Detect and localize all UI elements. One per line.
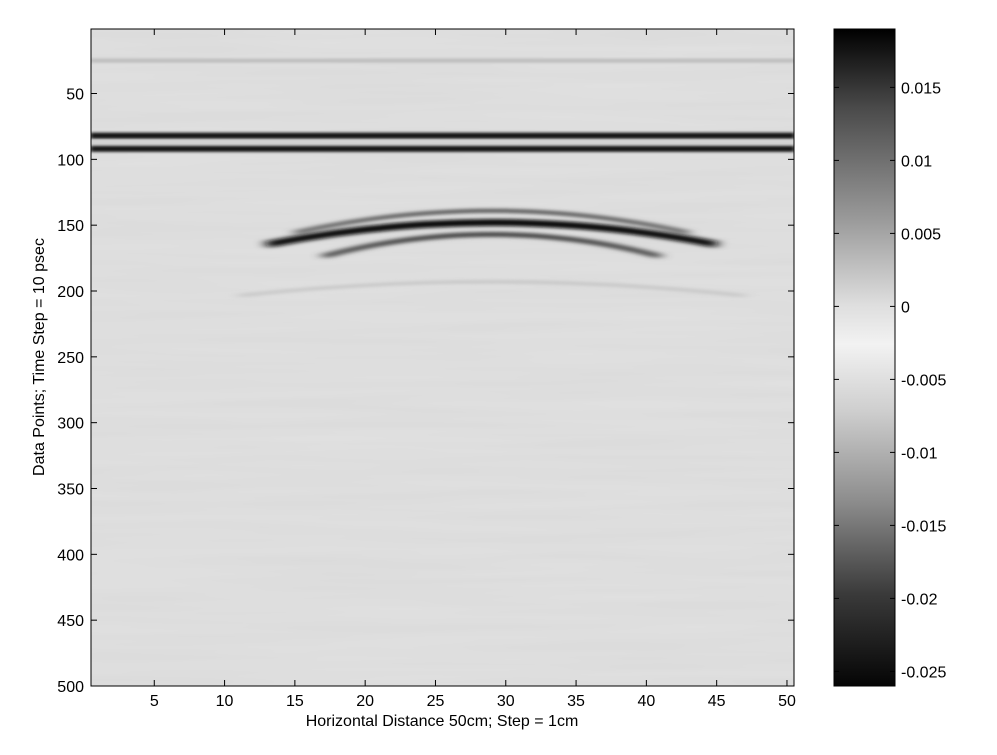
colorbar-tick-label-5: -0.01 <box>901 445 938 462</box>
x-axis-ticks: 5 10 15 20 25 30 35 40 45 50 <box>150 29 796 710</box>
y-axis-ticks: 50 100 150 200 250 300 350 400 450 500 <box>57 87 794 696</box>
colorbar-tick-label-6: -0.015 <box>901 518 946 535</box>
y-tick-label-350: 350 <box>57 482 84 499</box>
x-axis-label: Horizontal Distance 50cm; Step = 1cm <box>306 713 579 730</box>
y-axis-label: Data Points; Time Step = 10 psec <box>31 238 48 476</box>
heatmap-feature-1 <box>91 140 794 144</box>
x-tick-label-40: 40 <box>637 693 655 710</box>
x-tick-label-50: 50 <box>778 693 796 710</box>
y-tick-label-50: 50 <box>66 87 84 104</box>
x-tick-label-15: 15 <box>286 693 304 710</box>
x-tick-label-30: 30 <box>497 693 515 710</box>
x-tick-label-20: 20 <box>356 693 374 710</box>
colorbar: 0.015 0.01 0.005 0 -0.005 -0.01 -0.015 -0.02 -0.… <box>833 28 946 687</box>
y-tick-label-200: 200 <box>57 284 84 301</box>
y-tick-label-150: 150 <box>57 218 84 235</box>
heatmap-feature-4-arc-0 <box>294 208 689 235</box>
colorbar-tick-label-8: -0.025 <box>901 664 946 681</box>
x-tick-label-5: 5 <box>150 693 159 710</box>
colorbar-tick-label-4: -0.005 <box>901 372 946 389</box>
x-tick-label-10: 10 <box>216 693 234 710</box>
heatmap-feature-4-arc-1 <box>266 219 718 248</box>
heatmap-feature-4-arc-2 <box>322 231 662 259</box>
colorbar-gradient <box>834 29 895 686</box>
y-tick-label-100: 100 <box>57 152 84 169</box>
colorbar-ticks: 0.015 0.01 0.005 0 -0.005 -0.01 -0.015 -0.02 -0.… <box>834 80 946 681</box>
heatmap-texture <box>91 29 794 686</box>
colorbar-frame <box>833 28 896 687</box>
colorbar-tick-label-1: 0.01 <box>901 153 932 170</box>
y-tick-label-250: 250 <box>57 350 84 367</box>
heatmap-feature-5-arc-0 <box>238 280 745 298</box>
colorbar-tick-label-3: 0 <box>901 299 910 316</box>
colorbar-tick-label-7: -0.02 <box>901 591 938 608</box>
y-tick-label-400: 400 <box>57 547 84 564</box>
plot-frame <box>90 28 795 687</box>
heatmap-feature-0 <box>91 132 794 139</box>
y-tick-label-450: 450 <box>57 613 84 630</box>
heatmap-feature-3 <box>91 58 794 63</box>
x-tick-label-45: 45 <box>708 693 726 710</box>
y-tick-label-500: 500 <box>57 679 84 696</box>
heatmap-features <box>91 58 794 298</box>
heatmap-feature-2 <box>91 145 794 152</box>
x-tick-label-35: 35 <box>567 693 585 710</box>
colorbar-tick-label-0: 0.015 <box>901 80 941 97</box>
y-tick-label-300: 300 <box>57 416 84 433</box>
heatmap-image <box>91 29 794 686</box>
x-tick-label-25: 25 <box>427 693 445 710</box>
colorbar-tick-label-2: 0.005 <box>901 226 941 243</box>
